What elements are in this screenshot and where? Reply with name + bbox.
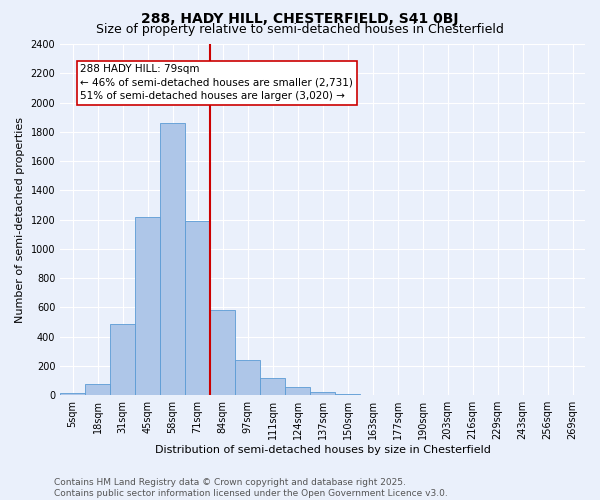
Bar bbox=[335, 394, 360, 395]
Bar bbox=[260, 378, 285, 395]
Bar bbox=[310, 392, 335, 395]
Text: Size of property relative to semi-detached houses in Chesterfield: Size of property relative to semi-detach… bbox=[96, 22, 504, 36]
Bar bbox=[285, 387, 310, 395]
Bar bbox=[185, 221, 210, 395]
Bar bbox=[235, 360, 260, 395]
Bar bbox=[160, 123, 185, 395]
Text: 288, HADY HILL, CHESTERFIELD, S41 0BJ: 288, HADY HILL, CHESTERFIELD, S41 0BJ bbox=[141, 12, 459, 26]
Bar bbox=[60, 393, 85, 395]
X-axis label: Distribution of semi-detached houses by size in Chesterfield: Distribution of semi-detached houses by … bbox=[155, 445, 491, 455]
Text: 288 HADY HILL: 79sqm
← 46% of semi-detached houses are smaller (2,731)
51% of se: 288 HADY HILL: 79sqm ← 46% of semi-detac… bbox=[80, 64, 353, 101]
Bar bbox=[85, 384, 110, 395]
Bar bbox=[210, 310, 235, 395]
Bar bbox=[135, 216, 160, 395]
Bar bbox=[110, 324, 135, 395]
Text: Contains HM Land Registry data © Crown copyright and database right 2025.
Contai: Contains HM Land Registry data © Crown c… bbox=[54, 478, 448, 498]
Y-axis label: Number of semi-detached properties: Number of semi-detached properties bbox=[15, 116, 25, 322]
